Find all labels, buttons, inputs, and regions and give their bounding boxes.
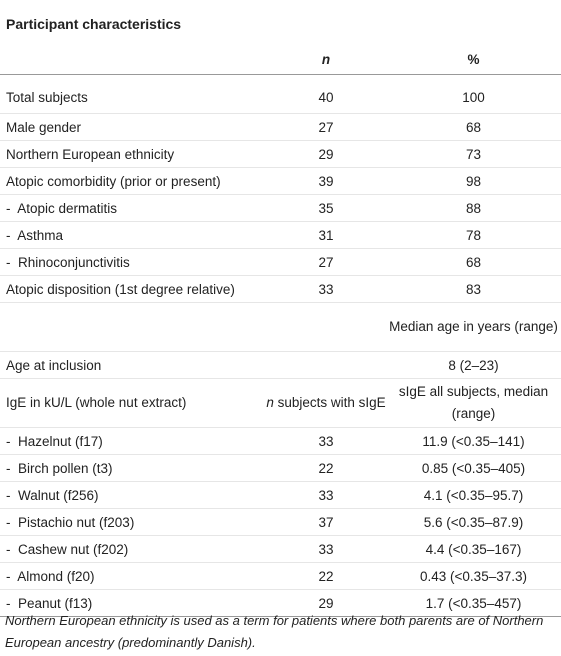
table-cell: - Hazelnut (f17)	[0, 427, 266, 455]
table-cell: 39	[266, 167, 386, 195]
table-cell: 73	[386, 140, 561, 168]
table-cell: 0.43 (<0.35–37.3)	[386, 562, 561, 590]
table-cell: 29	[266, 589, 386, 617]
table-cell: 68	[386, 113, 561, 141]
table-cell: Atopic comorbidity (prior or present)	[0, 167, 266, 195]
table-cell: - Asthma	[0, 221, 266, 249]
table-cell: Atopic disposition (1st degree relative)	[0, 275, 266, 303]
table-cell: 0.85 (<0.35–405)	[386, 454, 561, 482]
table-cell: 29	[266, 140, 386, 168]
footnote: Northern European ethnicity is used as a…	[5, 613, 544, 650]
table-cell: - Atopic dermatitis	[0, 194, 266, 222]
header-cell	[0, 44, 266, 75]
table-row: Median age in years (range)	[0, 302, 561, 352]
table-cell	[266, 302, 386, 352]
table-cell: - Pistachio nut (f203)	[0, 508, 266, 536]
table-body: Total subjects 40 100 Male gender 27 68 Northe…	[0, 74, 561, 617]
table-cell: 5.6 (<0.35–87.9)	[386, 508, 561, 536]
table-cell: 100	[386, 74, 561, 114]
table-row: IgE in kU/L (whole nut extract) n subject…	[0, 378, 561, 428]
table-row: - Walnut (f256) 33 4.1 (<0.35–95.7)	[0, 481, 561, 509]
table-cell: 78	[386, 221, 561, 249]
table-title: Participant characteristics	[6, 16, 182, 32]
table-cell: 33	[266, 427, 386, 455]
table-cell: 37	[266, 508, 386, 536]
table-row: - Peanut (f13) 29 1.7 (<0.35–457)	[0, 589, 561, 617]
table-cell: Male gender	[0, 113, 266, 141]
table: Participant characteristics n % Total su…	[0, 0, 561, 617]
table-cell: 83	[386, 275, 561, 303]
table-cell: sIgE all subjects, median (range)	[386, 378, 561, 428]
table-cell: Age at inclusion	[0, 351, 266, 379]
table-row: Atopic disposition (1st degree relative)…	[0, 275, 561, 303]
table-cell: - Cashew nut (f202)	[0, 535, 266, 563]
table-row: Male gender 27 68	[0, 113, 561, 141]
table-row: - Atopic dermatitis 35 88	[0, 194, 561, 222]
table-cell: 33	[266, 275, 386, 303]
table-cell: - Walnut (f256)	[0, 481, 266, 509]
table-cell: 27	[266, 113, 386, 141]
table-cell: 33	[266, 481, 386, 509]
table-cell: 8 (2–23)	[386, 351, 561, 379]
table-cell: - Almond (f20)	[0, 562, 266, 590]
table-cell: 40	[266, 74, 386, 114]
table-cell: 1.7 (<0.35–457)	[386, 589, 561, 617]
table-cell: 98	[386, 167, 561, 195]
table-cell: 31	[266, 221, 386, 249]
header-cell: %	[386, 44, 561, 75]
table-row: Age at inclusion 8 (2–23)	[0, 351, 561, 379]
table-row: - Hazelnut (f17) 33 11.9 (<0.35–141)	[0, 427, 561, 455]
table-row: - Pistachio nut (f203) 37 5.6 (<0.35–87.9)	[0, 508, 561, 536]
table-row: Total subjects 40 100	[0, 74, 561, 114]
cell-text: subjects with sIgE	[277, 395, 386, 410]
table-cell: Total subjects	[0, 74, 266, 114]
table-cell: 4.1 (<0.35–95.7)	[386, 481, 561, 509]
table-cell: IgE in kU/L (whole nut extract)	[0, 378, 266, 428]
table-row: Northern European ethnicity 29 73	[0, 140, 561, 168]
header-row: n %	[0, 44, 561, 75]
table-cell: 11.9 (<0.35–141)	[386, 427, 561, 455]
table-row: - Cashew nut (f202) 33 4.4 (<0.35–167)	[0, 535, 561, 563]
header-cell: n	[266, 44, 386, 75]
table-cell: - Peanut (f13)	[0, 589, 266, 617]
table-cell: 68	[386, 248, 561, 276]
table-cell: 33	[266, 535, 386, 563]
table-cell: Northern European ethnicity	[0, 140, 266, 168]
table-cell	[0, 302, 266, 352]
table-row: - Birch pollen (t3) 22 0.85 (<0.35–405)	[0, 454, 561, 482]
table-row: - Almond (f20) 22 0.43 (<0.35–37.3)	[0, 562, 561, 590]
table-cell: - Birch pollen (t3)	[0, 454, 266, 482]
table-row: Atopic comorbidity (prior or present) 39 9…	[0, 167, 561, 195]
table-cell: 22	[266, 562, 386, 590]
table-cell: n subjects with sIgE	[266, 378, 386, 428]
table-row: - Asthma 31 78	[0, 221, 561, 249]
table-cell: 27	[266, 248, 386, 276]
table-cell	[266, 351, 386, 379]
table-cell: 4.4 (<0.35–167)	[386, 535, 561, 563]
table-cell: 22	[266, 454, 386, 482]
table-row: - Rhinoconjunctivitis 27 68	[0, 248, 561, 276]
table-cell: - Rhinoconjunctivitis	[0, 248, 266, 276]
title-row: Participant characteristics	[0, 0, 561, 44]
table-cell: 35	[266, 194, 386, 222]
table-cell: Median age in years (range)	[386, 302, 561, 352]
cell-text: n	[266, 395, 274, 410]
table-cell: 88	[386, 194, 561, 222]
